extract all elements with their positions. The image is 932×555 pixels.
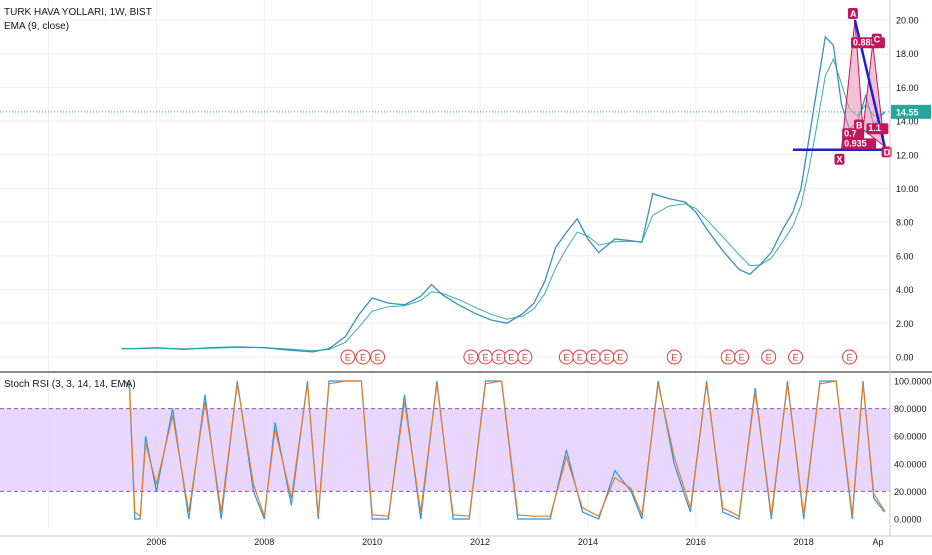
earnings-marker	[788, 349, 804, 365]
earnings-marker	[666, 349, 682, 365]
earnings-marker-label: E	[739, 353, 745, 363]
stoch-line-d	[123, 380, 886, 518]
price-tick-label: 10.00	[896, 184, 919, 194]
ratio-label: 0.885	[853, 37, 876, 47]
price-tick-label: 6.00	[896, 251, 914, 261]
earnings-marker	[734, 349, 750, 365]
earnings-marker-label: E	[577, 353, 583, 363]
stoch-rsi-legend: Stoch RSI (3, 3, 14, 14, EMA)	[4, 379, 136, 390]
earnings-marker-label: E	[522, 353, 528, 363]
ratio-label-bg	[866, 123, 889, 135]
pattern-point-bg	[834, 153, 845, 165]
earnings-marker-label: E	[725, 353, 731, 363]
rsi-tick-label: 40.0000	[894, 459, 927, 469]
earnings-marker-label: E	[508, 353, 514, 363]
price-tick-label: 0.00	[896, 353, 914, 363]
earnings-marker-label: E	[793, 353, 799, 363]
time-tick-label: 2016	[686, 537, 706, 547]
rsi-tick-label: 20.0000	[894, 487, 927, 497]
price-tick-label: 14.00	[896, 117, 919, 127]
symbol-legend: TURK HAVA YOLLARI, 1W, BIST	[4, 7, 152, 18]
ratio-label-bg	[842, 128, 865, 140]
earnings-marker-label: E	[496, 353, 502, 363]
earnings-marker-label: E	[590, 353, 596, 363]
price-line	[121, 35, 886, 353]
earnings-marker	[517, 349, 533, 365]
earnings-marker	[842, 349, 858, 365]
last-price-label: 14.55	[896, 107, 919, 117]
earnings-marker-label: E	[360, 353, 366, 363]
price-tick-label: 18.00	[896, 49, 919, 59]
price-pane	[0, 35, 890, 353]
earnings-marker-label: E	[482, 353, 488, 363]
rsi-tick-label: 0.0000	[894, 515, 922, 525]
rsi-tick-label: 60.0000	[894, 432, 927, 442]
earnings-marker	[612, 349, 628, 365]
pattern-point-bg	[871, 33, 882, 45]
price-tick-label: 16.00	[896, 83, 919, 93]
grid	[0, 0, 890, 529]
ema-line	[121, 57, 885, 352]
earnings-marker-label: E	[563, 353, 569, 363]
time-tick-label: 2012	[470, 537, 490, 547]
pattern-point-label: D	[884, 147, 891, 157]
ratio-label: 1.1	[868, 123, 881, 133]
time-tick-label: 2008	[254, 537, 274, 547]
pattern-point-bg	[881, 146, 892, 158]
time-tick-label: 2010	[362, 537, 382, 547]
rsi-tick-label: 80.0000	[894, 404, 927, 414]
pattern-point-label: X	[836, 155, 842, 165]
time-tick-label: Ap	[872, 537, 883, 547]
earnings-marker-label: E	[617, 353, 623, 363]
earnings-marker	[340, 349, 356, 365]
time-tick-label: 2014	[578, 537, 598, 547]
earnings-marker-label: E	[766, 353, 772, 363]
earnings-marker	[463, 349, 479, 365]
price-tick-label: 12.00	[896, 150, 919, 160]
earnings-marker	[761, 349, 777, 365]
earnings-marker-label: E	[671, 353, 677, 363]
pattern-point-label: C	[874, 35, 881, 45]
earnings-marker-label: E	[375, 353, 381, 363]
price-tick-label: 2.00	[896, 319, 914, 329]
earnings-marker-label: E	[345, 353, 351, 363]
time-tick-label: 2018	[794, 537, 814, 547]
pattern-point-label: B	[856, 121, 863, 131]
earnings-marker-label: E	[468, 353, 474, 363]
ratio-label-bg	[842, 138, 877, 150]
earnings-marker	[355, 349, 371, 365]
last-price-badge	[891, 104, 931, 119]
pattern-point-bg	[847, 8, 858, 19]
ratio-label: 0.7	[844, 128, 857, 138]
rsi-tick-label: 100.0000	[894, 377, 932, 387]
stoch-rsi-pane	[123, 380, 886, 520]
earnings-marker-label: E	[604, 353, 610, 363]
price-tick-label: 4.00	[896, 285, 914, 295]
time-tick-label: 2006	[146, 537, 166, 547]
price-tick-label: 20.00	[896, 16, 919, 26]
earnings-marker-label: E	[847, 353, 853, 363]
pattern-point-bg	[854, 119, 865, 131]
pattern-point-label: A	[850, 9, 857, 19]
earnings-marker	[370, 349, 386, 365]
ratio-label: 0.935	[844, 138, 867, 148]
price-tick-label: 8.00	[896, 218, 914, 228]
ema-legend: EMA (9, close)	[4, 21, 70, 32]
